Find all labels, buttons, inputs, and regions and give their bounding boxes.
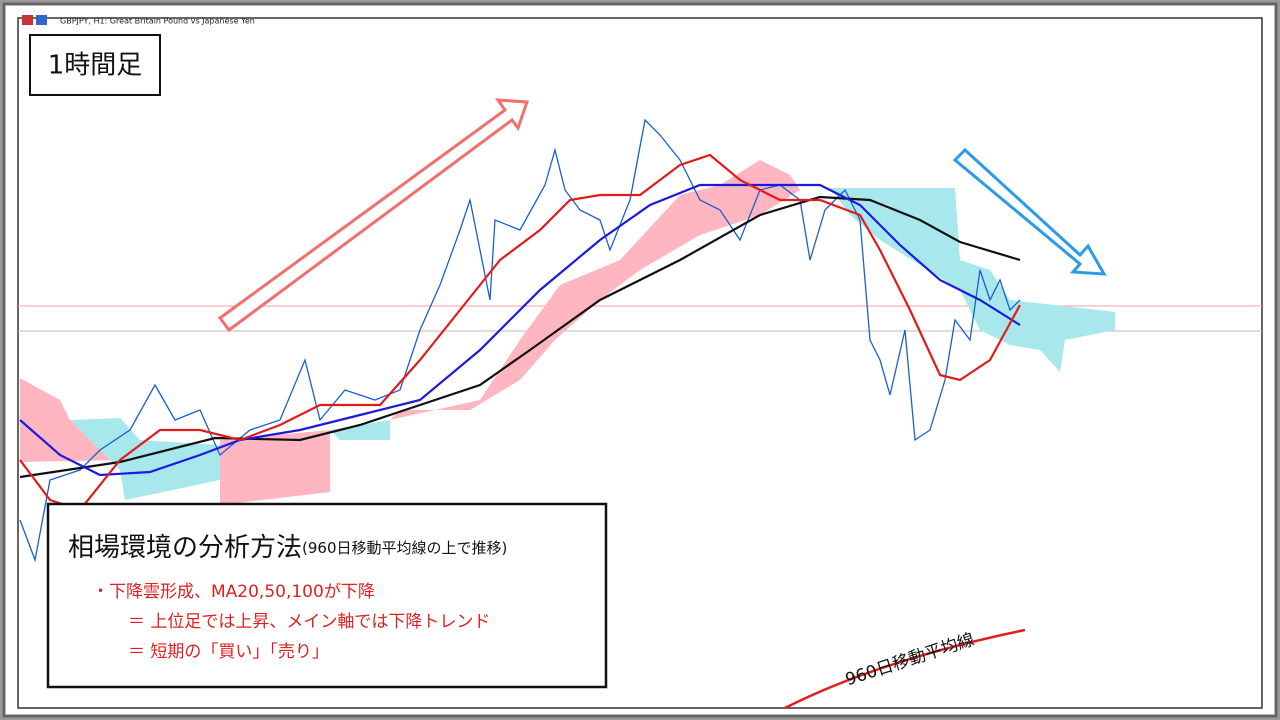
window-title: GBPJPY, H1: Great Britain Pound vs Japan… xyxy=(60,17,255,26)
cloud xyxy=(220,430,330,505)
ma-50 xyxy=(19,183,1021,477)
icon xyxy=(36,15,47,25)
note-line: ・下降雲形成、MA20,50,100が下降 xyxy=(92,582,375,602)
heading: 相場環境の分析方法 xyxy=(68,533,302,563)
cloud xyxy=(330,420,390,440)
up-arrow xyxy=(217,98,530,333)
note-line: ＝ 短期の「買い」「売り」 xyxy=(128,642,329,662)
down-arrow xyxy=(952,147,1107,276)
ma-100 xyxy=(19,195,1021,479)
cloud xyxy=(390,160,800,420)
ma-960 xyxy=(784,628,1026,710)
subheading: (960日移動平均線の上で推移) xyxy=(302,539,507,557)
cloud xyxy=(830,188,1115,372)
note-heading: 相場環境の分析方法(960日移動平均線の上で推移) xyxy=(68,533,507,563)
note-line: ＝ 上位足では上昇、メイン軸では下降トレンド xyxy=(128,612,490,632)
timeframe-label: 1時間足 xyxy=(48,51,143,81)
note-box xyxy=(46,502,608,689)
ma-20 xyxy=(19,153,1021,512)
cloud xyxy=(70,418,220,500)
timeframe-box xyxy=(29,34,161,96)
icon xyxy=(22,15,33,25)
